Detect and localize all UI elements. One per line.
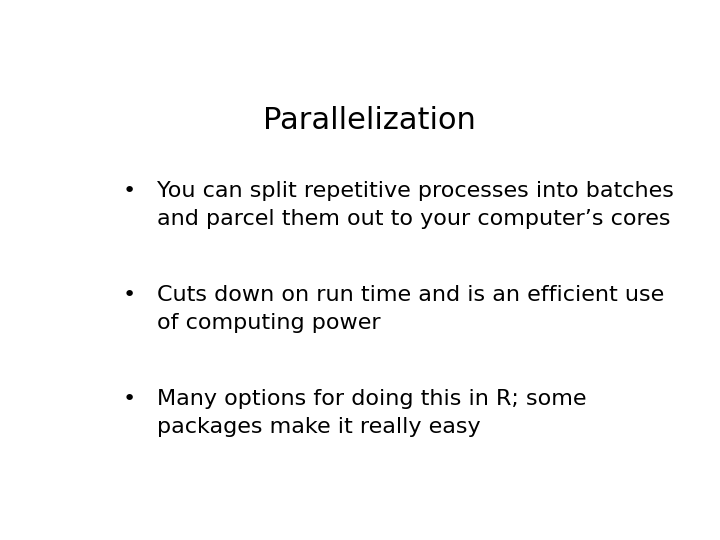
Text: You can split repetitive processes into batches
and parcel them out to your comp: You can split repetitive processes into … [157,181,674,229]
Text: Many options for doing this in R; some
packages make it really easy: Many options for doing this in R; some p… [157,389,587,437]
Text: •: • [122,285,135,305]
Text: Cuts down on run time and is an efficient use
of computing power: Cuts down on run time and is an efficien… [157,285,665,333]
Text: •: • [122,181,135,201]
Text: Parallelization: Parallelization [263,106,475,136]
Text: •: • [122,389,135,409]
